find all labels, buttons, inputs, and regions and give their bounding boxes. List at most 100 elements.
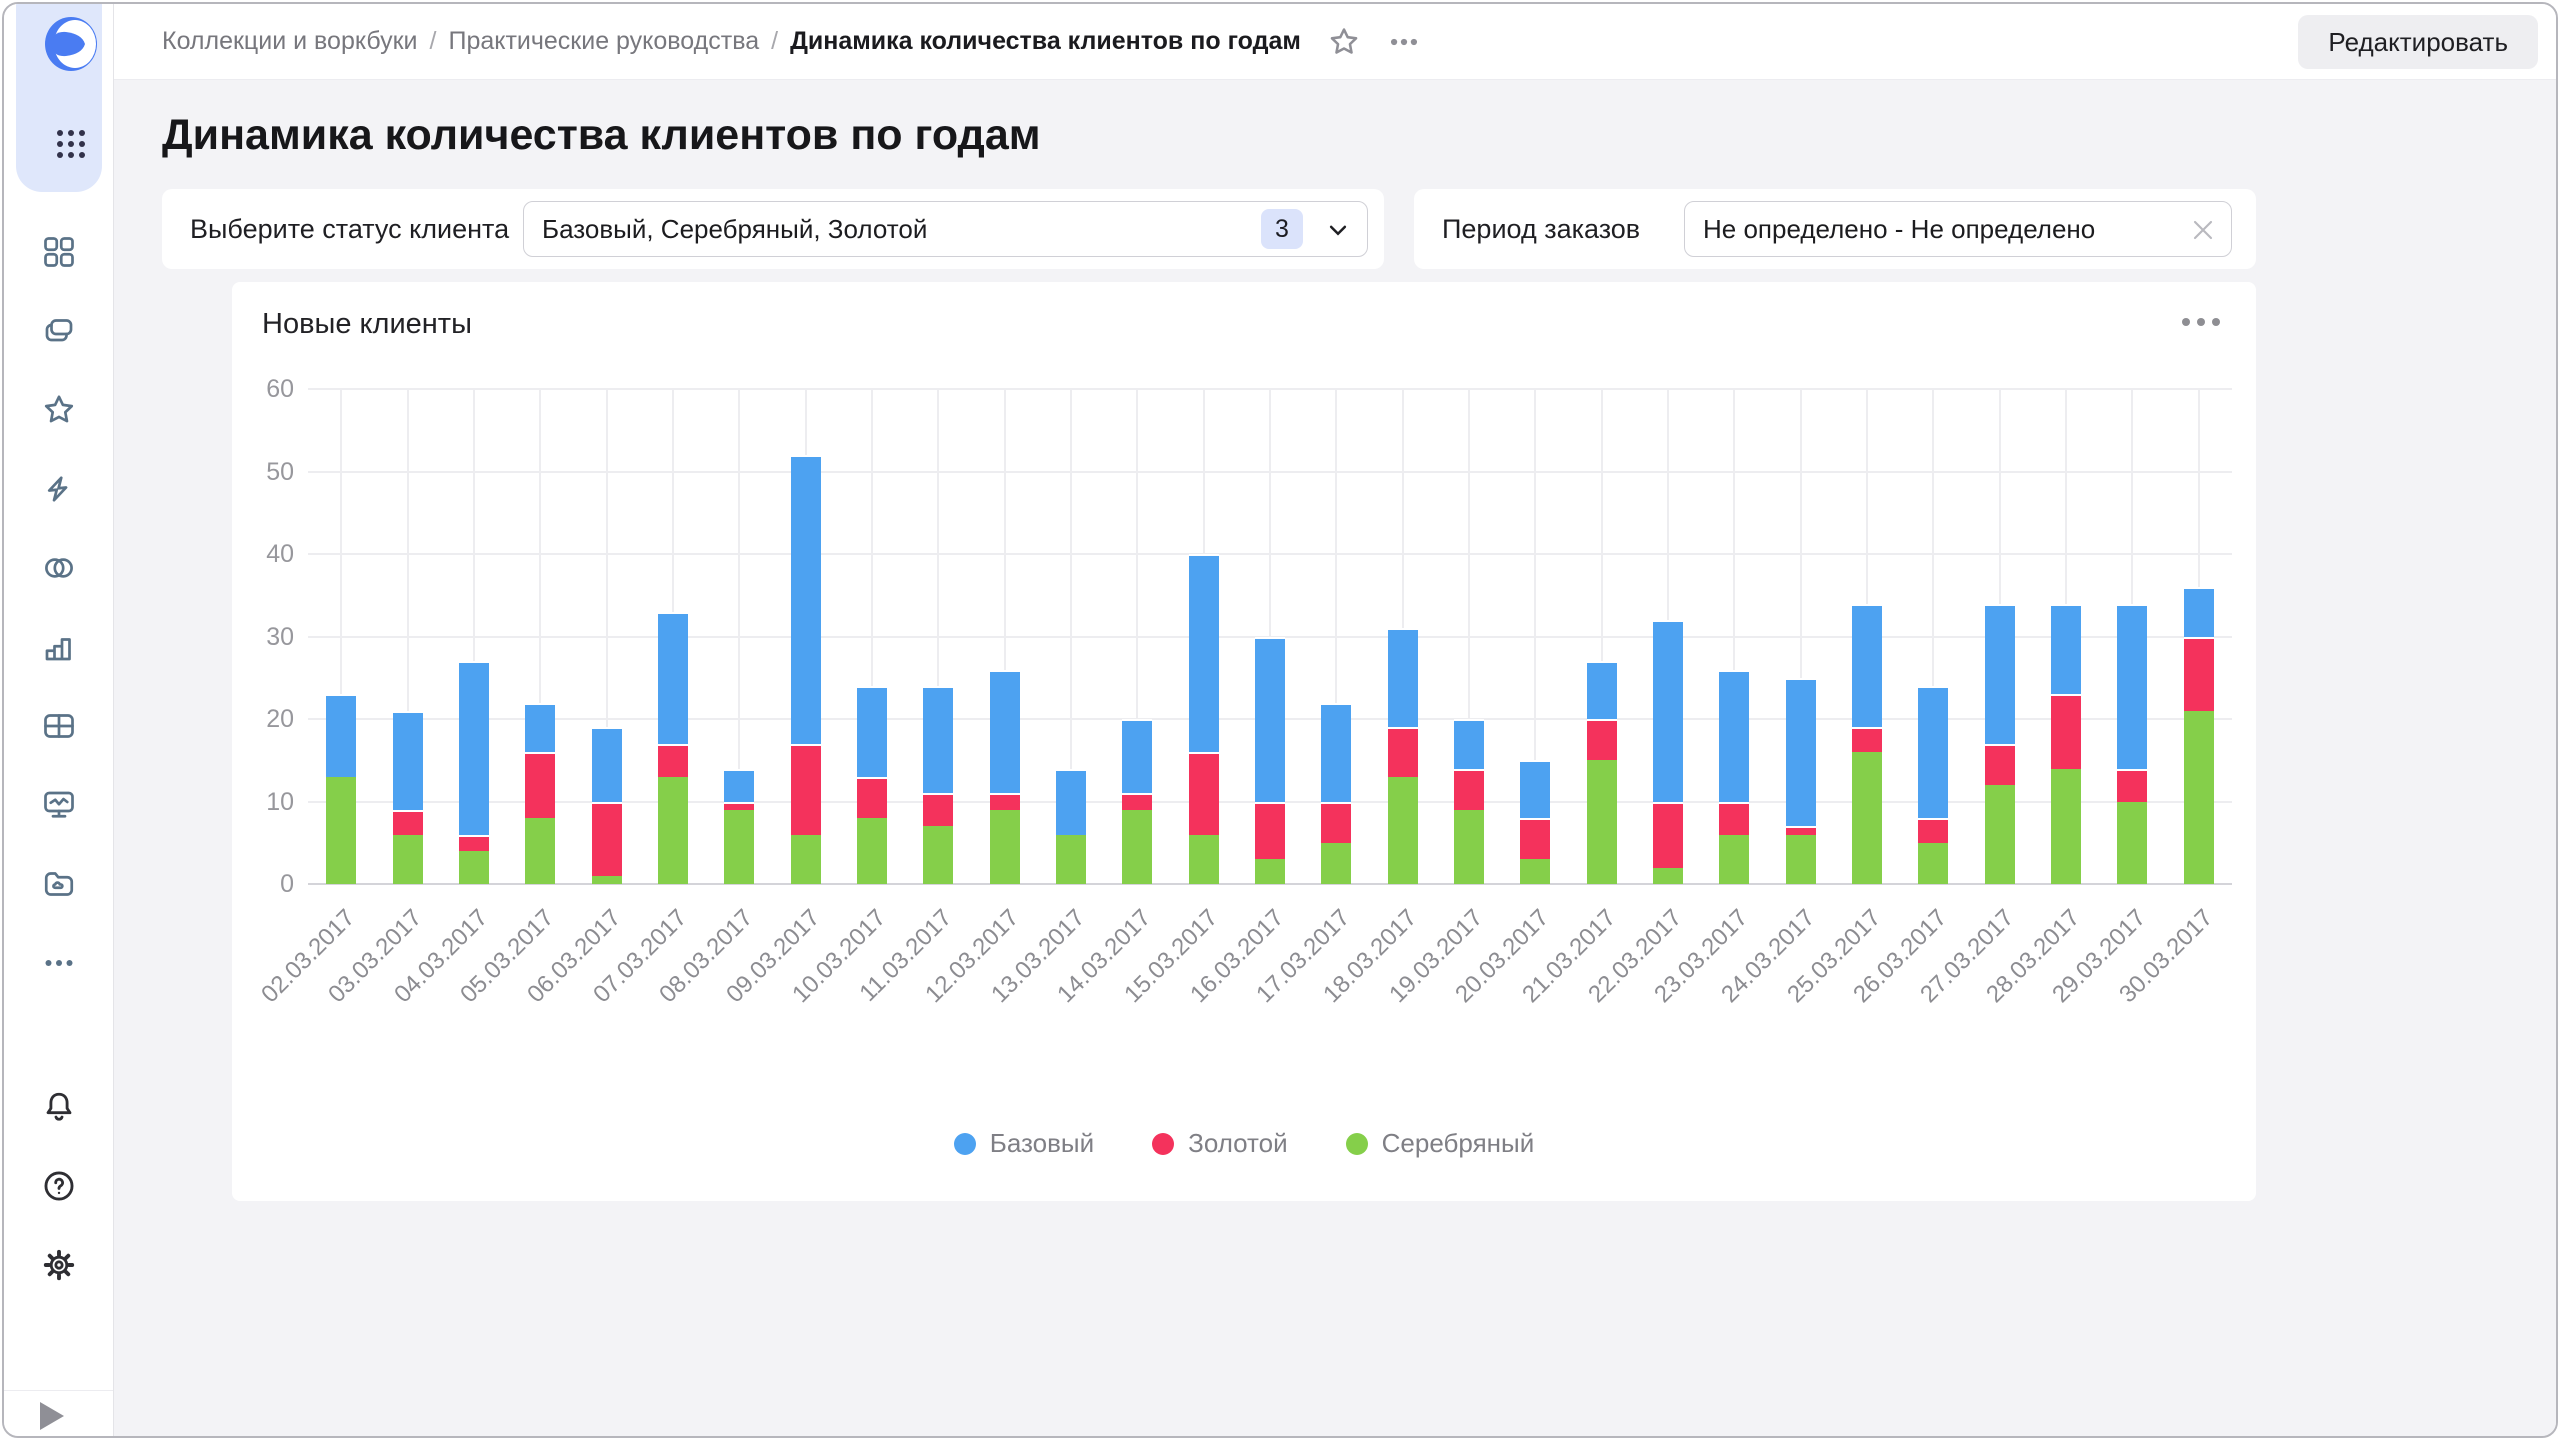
bar-segment[interactable]	[392, 834, 423, 884]
bar-segment[interactable]	[2051, 603, 2082, 695]
bar-segment[interactable]	[525, 818, 556, 884]
bar-segment[interactable]	[1454, 719, 1485, 769]
bar-segment[interactable]	[1122, 809, 1153, 884]
bar-segment[interactable]	[1852, 603, 1883, 728]
bar-segment[interactable]	[1586, 760, 1617, 884]
bar-segment[interactable]	[458, 661, 489, 835]
bar-segment[interactable]	[2117, 768, 2148, 802]
bar-segment[interactable]	[458, 834, 489, 851]
bar-segment[interactable]	[1255, 801, 1285, 860]
chevron-down-icon[interactable]	[1323, 215, 1353, 250]
bar-segment[interactable]	[591, 875, 622, 884]
chart-menu-icon[interactable]	[2182, 318, 2220, 326]
bar-segment[interactable]	[1984, 603, 2015, 744]
bar-segment[interactable]	[1653, 867, 1684, 884]
bar-segment[interactable]	[1520, 760, 1551, 818]
bar-segment[interactable]	[458, 851, 489, 884]
lightning-icon[interactable]	[41, 471, 77, 507]
apps-grid-dots-icon[interactable]	[53, 126, 89, 167]
expand-icon[interactable]	[40, 1402, 64, 1430]
bar-segment[interactable]	[326, 694, 357, 777]
bell-icon[interactable]	[41, 1089, 77, 1125]
bar-segment[interactable]	[657, 611, 688, 744]
bar-segment[interactable]	[724, 768, 755, 802]
bar-segment[interactable]	[525, 752, 556, 818]
bar-segment[interactable]	[1454, 809, 1485, 884]
bar-segment[interactable]	[923, 826, 954, 884]
bar-segment[interactable]	[525, 702, 556, 752]
breadcrumb-item[interactable]: Коллекции и воркбуки	[162, 27, 418, 55]
favorite-star-icon[interactable]	[1327, 25, 1361, 59]
ellipsis-icon[interactable]	[41, 945, 77, 981]
period-filter-input[interactable]: Не определено - Не определено	[1684, 201, 2232, 257]
bar-segment[interactable]	[790, 455, 821, 744]
bar-segment[interactable]	[724, 801, 755, 810]
bar-segment[interactable]	[1719, 669, 1750, 802]
bar-segment[interactable]	[1586, 719, 1617, 761]
bar-segment[interactable]	[1387, 727, 1418, 777]
bar-segment[interactable]	[1055, 834, 1086, 884]
bar-segment[interactable]	[392, 809, 423, 835]
bar-segment[interactable]	[1653, 801, 1684, 868]
more-actions-icon[interactable]	[1387, 25, 1421, 59]
bar-segment[interactable]	[1387, 776, 1418, 884]
legend-item-silver[interactable]: Серебряный	[1345, 1128, 1534, 1159]
bar-segment[interactable]	[591, 727, 622, 802]
bar-segment[interactable]	[657, 743, 688, 777]
bar-segment[interactable]	[1387, 628, 1418, 728]
bar-segment[interactable]	[1984, 785, 2015, 884]
bar-segment[interactable]	[1785, 834, 1816, 884]
bar-segment[interactable]	[392, 710, 423, 810]
bar-segment[interactable]	[1785, 826, 1816, 835]
bar-segment[interactable]	[1719, 834, 1750, 884]
bar-segment[interactable]	[790, 743, 821, 835]
bar-segment[interactable]	[1321, 842, 1352, 884]
bar-segment[interactable]	[591, 801, 622, 876]
bar-segment[interactable]	[2117, 801, 2148, 884]
bar-segment[interactable]	[1852, 727, 1883, 752]
bar-segment[interactable]	[2183, 636, 2214, 711]
bar-segment[interactable]	[2183, 710, 2214, 884]
bar-segment[interactable]	[1255, 859, 1285, 884]
edit-button[interactable]: Редактировать	[2298, 15, 2538, 69]
bar-segment[interactable]	[2051, 768, 2082, 884]
legend-item-basic[interactable]: Базовый	[953, 1128, 1094, 1159]
monitor-chart-icon[interactable]	[41, 787, 77, 823]
bar-segment[interactable]	[1321, 801, 1352, 843]
star-icon[interactable]	[41, 392, 77, 428]
bar-segment[interactable]	[1918, 686, 1949, 818]
bar-segment[interactable]	[1852, 752, 1883, 884]
bar-segment[interactable]	[856, 776, 887, 818]
bar-segment[interactable]	[1984, 743, 2015, 785]
folder-icon[interactable]	[41, 866, 77, 902]
bar-segment[interactable]	[1586, 661, 1617, 719]
help-icon[interactable]	[41, 1168, 77, 1204]
bar-segment[interactable]	[1188, 752, 1219, 835]
dashboard-grid-icon[interactable]	[41, 234, 77, 270]
status-filter-select[interactable]: Базовый, Серебряный, Золотой 3	[523, 201, 1368, 257]
bar-segment[interactable]	[989, 809, 1020, 884]
linked-circles-icon[interactable]	[41, 550, 77, 586]
bar-segment[interactable]	[326, 776, 357, 884]
breadcrumb-item[interactable]: Практические руководства	[448, 27, 760, 55]
bar-segment[interactable]	[923, 686, 954, 794]
bar-segment[interactable]	[1918, 818, 1949, 843]
bar-segment[interactable]	[856, 818, 887, 884]
bar-segment[interactable]	[2117, 603, 2148, 769]
bar-segment[interactable]	[923, 793, 954, 827]
legend-item-gold[interactable]: Золотой	[1152, 1128, 1288, 1159]
bar-segment[interactable]	[1454, 768, 1485, 810]
bar-segment[interactable]	[1785, 677, 1816, 827]
collections-icon[interactable]	[41, 313, 77, 349]
bar-segment[interactable]	[989, 793, 1020, 810]
bar-chart-icon[interactable]	[41, 629, 77, 665]
bar-segment[interactable]	[1122, 793, 1153, 810]
clear-icon[interactable]	[2187, 214, 2219, 251]
bar-segment[interactable]	[1321, 702, 1352, 802]
bar-segment[interactable]	[1188, 834, 1219, 884]
bar-segment[interactable]	[856, 686, 887, 777]
bar-segment[interactable]	[657, 776, 688, 884]
bar-segment[interactable]	[1055, 768, 1086, 835]
bar-segment[interactable]	[1188, 554, 1219, 752]
bar-segment[interactable]	[1255, 636, 1285, 802]
